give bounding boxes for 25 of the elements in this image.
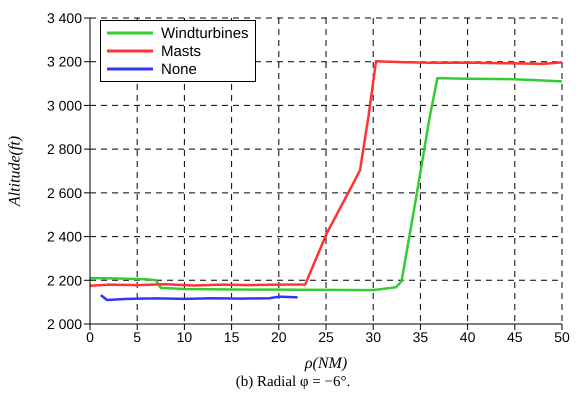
x-tick-label: 5: [133, 328, 142, 345]
legend-label: Masts: [161, 42, 202, 60]
x-tick-label: 0: [86, 328, 94, 345]
x-tick-label: 15: [224, 328, 240, 345]
legend-label: None: [161, 60, 197, 78]
x-tick-label: 20: [271, 328, 287, 345]
x-tick-label: 25: [318, 328, 334, 345]
x-tick-label: 10: [176, 328, 192, 345]
x-tick-label: 35: [412, 328, 428, 345]
y-tick-label: 2 600: [46, 184, 82, 201]
x-tick-label: 45: [507, 328, 523, 345]
y-tick-label: 2 000: [46, 316, 82, 332]
x-axis-title: ρ(NM): [304, 355, 348, 372]
x-tick-label: 30: [365, 328, 382, 345]
text: (b) Radial φ = −6°.: [234, 374, 352, 391]
legend-label: Windturbines: [161, 24, 249, 42]
y-tick-label: 2 400: [46, 228, 82, 245]
y-tick-label: 3 000: [46, 97, 82, 114]
y-tick-label: 3 200: [46, 54, 82, 70]
y-axis-title: Altitude(ft): [6, 136, 24, 208]
x-tick-label: 50: [554, 328, 570, 345]
y-tick-label: 2 200: [46, 272, 82, 288]
y-tick-label: 3 400: [46, 10, 82, 26]
x-tick-label: 40: [460, 328, 476, 345]
y-tick-label: 2 800: [46, 141, 82, 158]
